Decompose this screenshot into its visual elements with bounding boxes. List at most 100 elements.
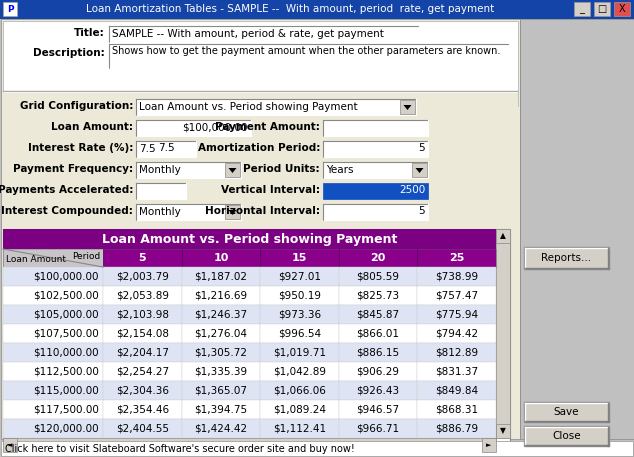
Text: Interest Rate (%):: Interest Rate (%): bbox=[28, 143, 133, 153]
Bar bbox=[3, 438, 496, 452]
Text: Title:: Title: bbox=[74, 28, 105, 38]
Text: $926.43: $926.43 bbox=[356, 386, 399, 395]
Text: Grid Configuration:: Grid Configuration: bbox=[20, 101, 133, 111]
Text: $102,500.00: $102,500.00 bbox=[33, 291, 99, 301]
Text: 5: 5 bbox=[418, 143, 425, 153]
Text: □: □ bbox=[597, 4, 607, 14]
Bar bbox=[181, 419, 260, 438]
Text: P: P bbox=[7, 5, 13, 14]
Bar bbox=[103, 249, 181, 267]
Text: 2500: 2500 bbox=[399, 185, 425, 195]
Bar bbox=[323, 141, 428, 157]
Text: 20: 20 bbox=[370, 253, 385, 263]
Bar bbox=[323, 204, 428, 220]
Bar bbox=[225, 205, 240, 219]
Text: $849.84: $849.84 bbox=[435, 386, 478, 395]
Bar bbox=[594, 2, 610, 16]
Text: ►: ► bbox=[486, 442, 492, 448]
Bar bbox=[136, 120, 251, 136]
Text: $1,335.39: $1,335.39 bbox=[195, 367, 247, 377]
Text: $866.01: $866.01 bbox=[356, 329, 399, 339]
Text: $1,216.69: $1,216.69 bbox=[195, 291, 247, 301]
Text: Amortization Period:: Amortization Period: bbox=[198, 143, 320, 153]
Bar bbox=[417, 343, 496, 362]
Bar bbox=[225, 163, 240, 177]
Text: $973.36: $973.36 bbox=[278, 309, 321, 319]
Bar bbox=[103, 305, 181, 324]
Bar bbox=[103, 362, 181, 381]
Text: Loan Amount vs. Period showing Payment: Loan Amount vs. Period showing Payment bbox=[139, 102, 358, 112]
Text: Vertical Interval:: Vertical Interval: bbox=[221, 185, 320, 195]
Bar bbox=[181, 400, 260, 419]
Bar bbox=[136, 162, 241, 178]
Bar bbox=[181, 343, 260, 362]
Text: Loan Amount:: Loan Amount: bbox=[51, 122, 133, 132]
Text: $1,187.02: $1,187.02 bbox=[195, 271, 247, 282]
Bar bbox=[417, 286, 496, 305]
Text: $115,000.00: $115,000.00 bbox=[33, 386, 99, 395]
Text: $2,103.98: $2,103.98 bbox=[116, 309, 169, 319]
Text: Loan Amortization Tables - SAMPLE --  With amount, period  rate, get payment: Loan Amortization Tables - SAMPLE -- Wit… bbox=[86, 5, 494, 15]
Text: $927.01: $927.01 bbox=[278, 271, 321, 282]
Bar bbox=[260, 419, 339, 438]
Text: $805.59: $805.59 bbox=[356, 271, 399, 282]
Bar bbox=[3, 229, 510, 452]
Bar bbox=[103, 324, 181, 343]
Text: $1,246.37: $1,246.37 bbox=[195, 309, 247, 319]
Bar bbox=[260, 400, 339, 419]
Text: $831.37: $831.37 bbox=[435, 367, 478, 377]
Text: $825.73: $825.73 bbox=[356, 291, 399, 301]
Bar bbox=[400, 100, 415, 114]
Bar bbox=[339, 324, 417, 343]
Bar bbox=[181, 305, 260, 324]
Text: $794.42: $794.42 bbox=[435, 329, 478, 339]
Text: $2,204.17: $2,204.17 bbox=[116, 347, 169, 357]
Text: $1,066.06: $1,066.06 bbox=[273, 386, 326, 395]
Bar bbox=[109, 44, 509, 68]
Text: $2,053.89: $2,053.89 bbox=[116, 291, 169, 301]
Text: $775.94: $775.94 bbox=[435, 309, 478, 319]
Bar bbox=[3, 438, 17, 452]
Bar bbox=[3, 400, 103, 419]
Bar bbox=[181, 249, 260, 267]
Text: 10: 10 bbox=[213, 253, 229, 263]
Text: $1,424.42: $1,424.42 bbox=[195, 424, 247, 434]
Bar bbox=[614, 2, 630, 16]
Text: $966.71: $966.71 bbox=[356, 424, 399, 434]
Bar bbox=[323, 120, 428, 136]
Bar bbox=[417, 305, 496, 324]
Bar bbox=[109, 26, 419, 42]
Bar bbox=[181, 267, 260, 286]
Text: $110,000.00: $110,000.00 bbox=[34, 347, 99, 357]
Text: 7.5: 7.5 bbox=[139, 144, 155, 154]
Bar bbox=[417, 249, 496, 267]
Text: $906.29: $906.29 bbox=[356, 367, 399, 377]
Bar bbox=[260, 343, 339, 362]
Bar bbox=[260, 324, 339, 343]
Bar bbox=[3, 343, 103, 362]
Text: Close: Close bbox=[552, 431, 581, 441]
Bar bbox=[417, 381, 496, 400]
Polygon shape bbox=[228, 210, 236, 215]
Text: Loan Amount: Loan Amount bbox=[6, 255, 66, 264]
Text: $812.89: $812.89 bbox=[435, 347, 478, 357]
Bar bbox=[339, 343, 417, 362]
Text: $2,154.08: $2,154.08 bbox=[116, 329, 169, 339]
Text: $845.87: $845.87 bbox=[356, 309, 399, 319]
Bar bbox=[496, 229, 510, 243]
Text: $950.19: $950.19 bbox=[278, 291, 321, 301]
Text: $1,112.41: $1,112.41 bbox=[273, 424, 326, 434]
Bar bbox=[496, 424, 510, 438]
Bar bbox=[136, 99, 416, 115]
Bar bbox=[417, 267, 496, 286]
Bar bbox=[3, 92, 518, 197]
Text: 5: 5 bbox=[418, 206, 425, 216]
Bar bbox=[417, 362, 496, 381]
Text: Period: Period bbox=[72, 252, 100, 261]
Bar bbox=[260, 362, 339, 381]
Text: Payments Accelerated:: Payments Accelerated: bbox=[0, 185, 133, 195]
Bar bbox=[181, 362, 260, 381]
Bar bbox=[103, 267, 181, 286]
Bar bbox=[3, 381, 103, 400]
Bar bbox=[339, 267, 417, 286]
